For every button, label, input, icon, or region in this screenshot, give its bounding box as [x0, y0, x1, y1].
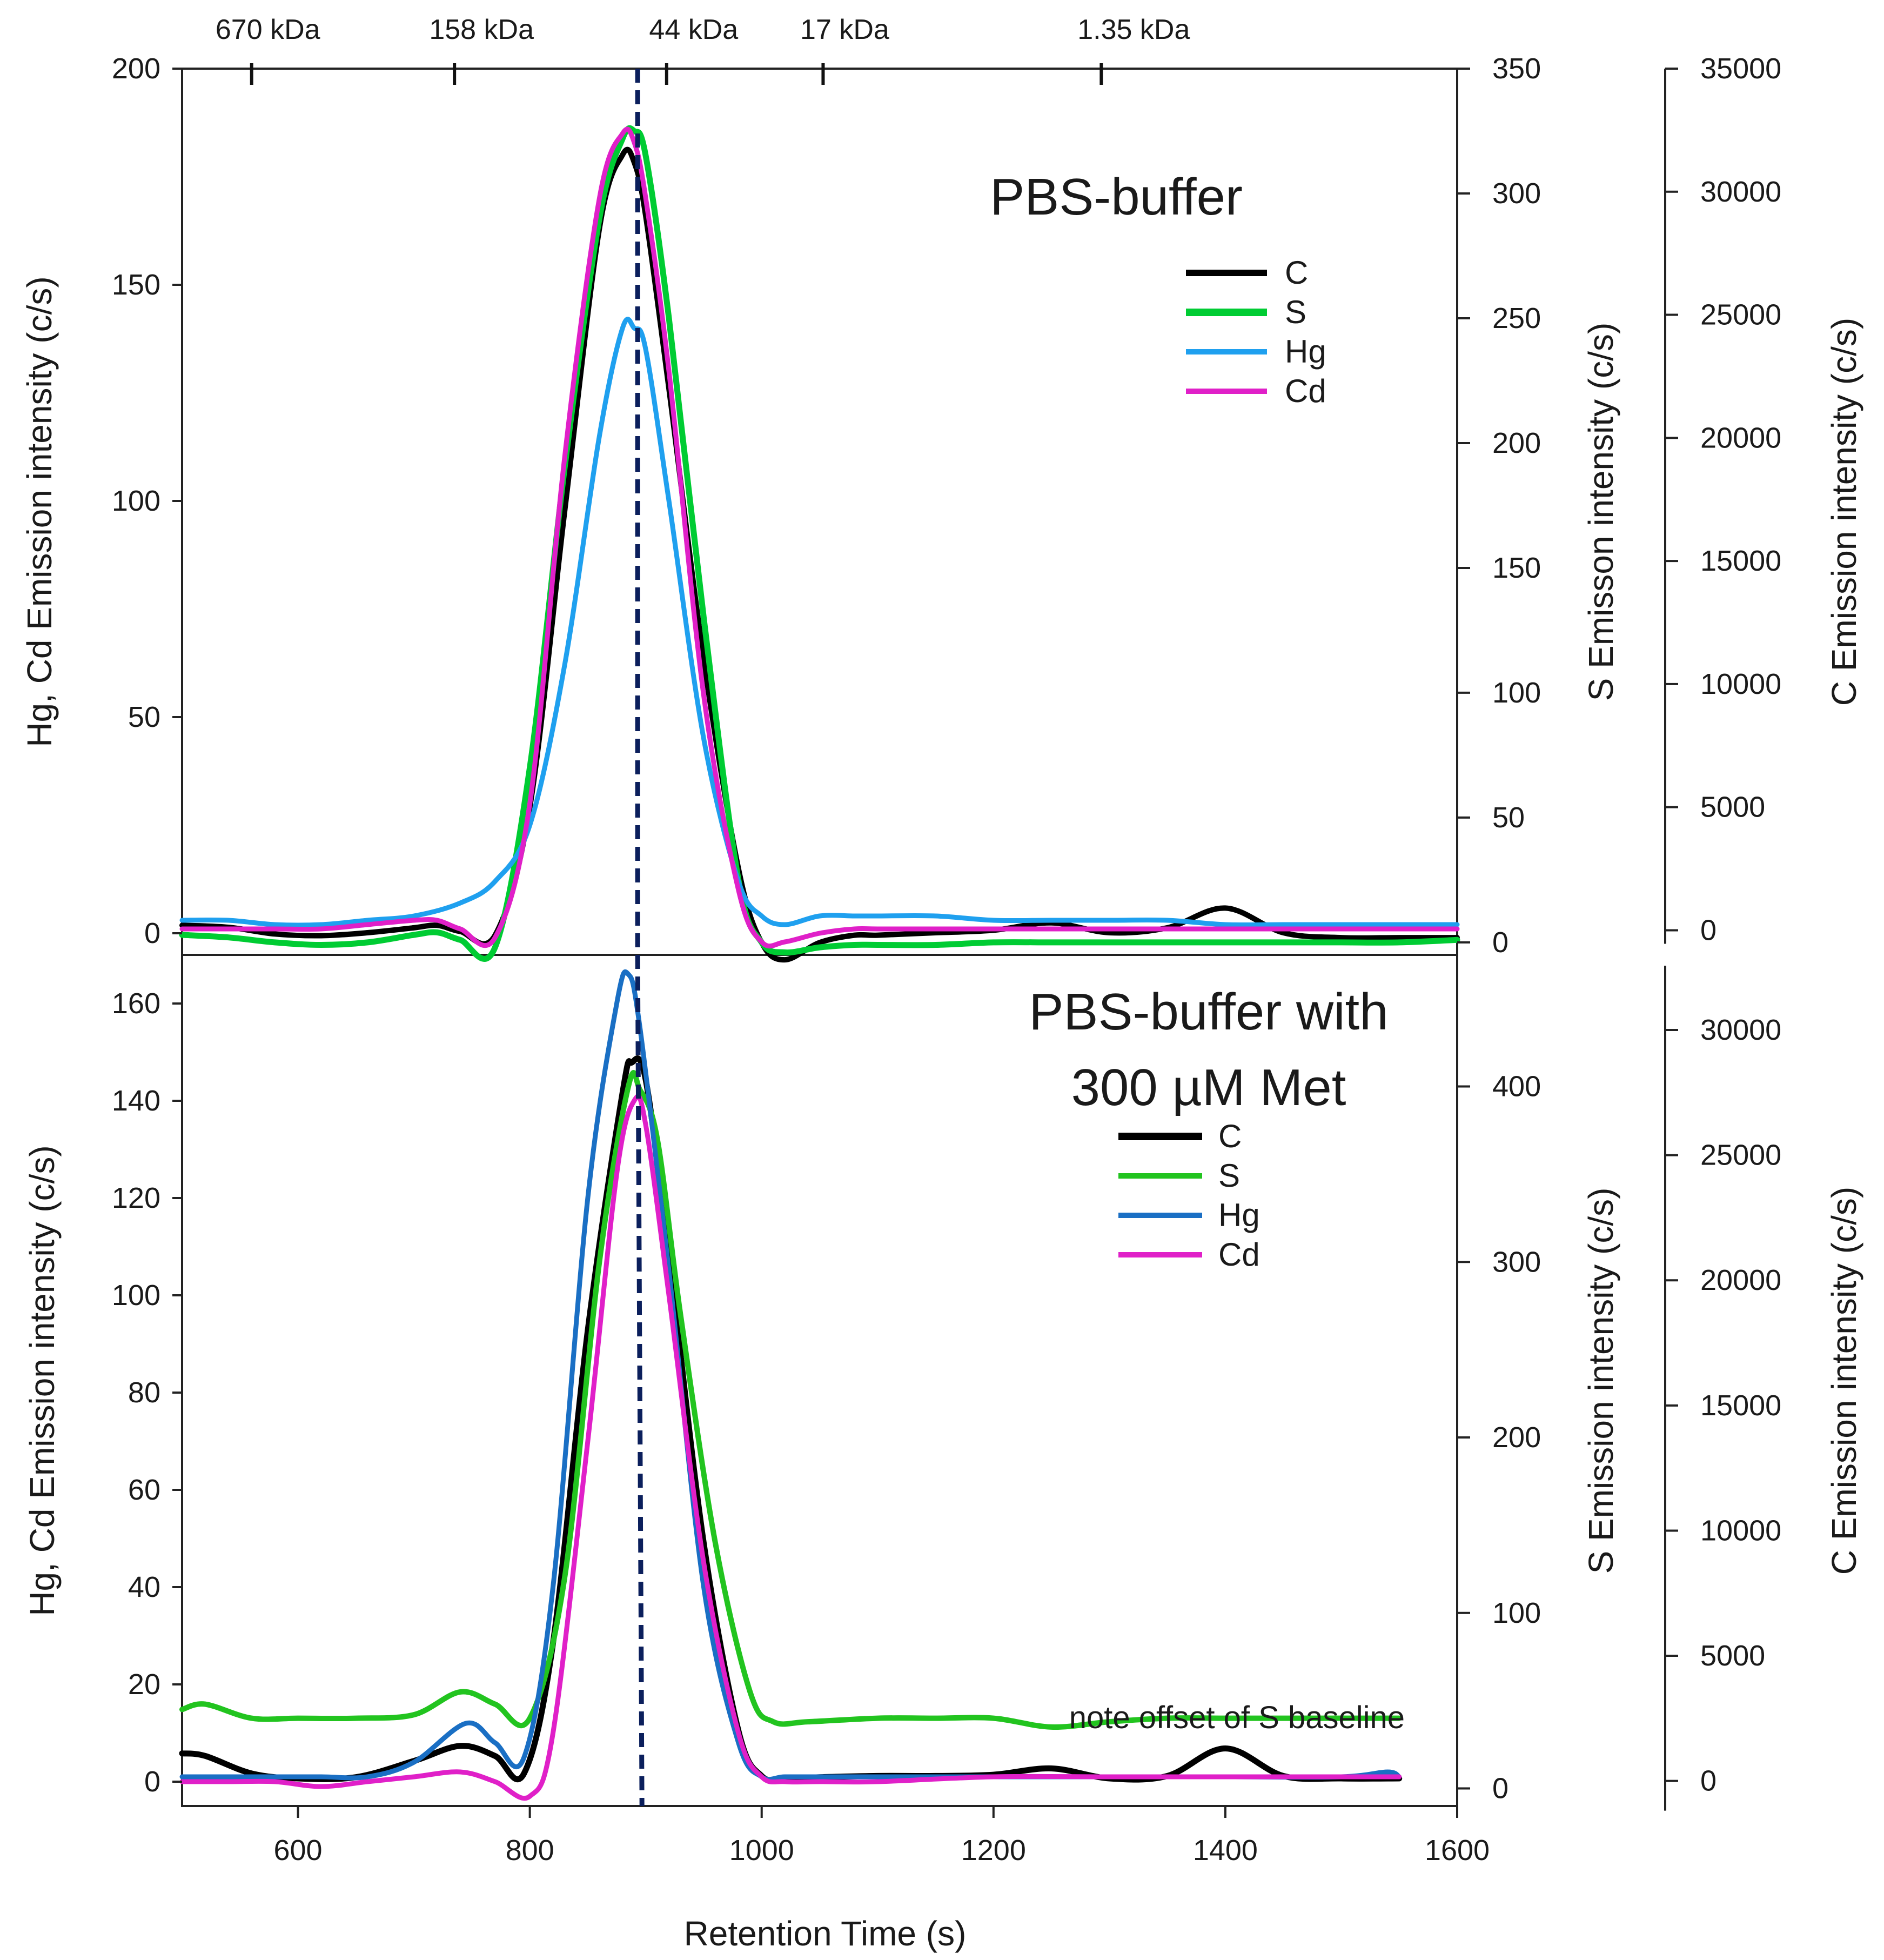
bottom-series-s-line: [179, 1069, 1402, 1730]
bottom-c-tick-label-20000: 20000: [1700, 1264, 1781, 1296]
top-c-tick-label-15000: 15000: [1700, 545, 1781, 577]
x-tick-label-1200: 1200: [961, 1834, 1026, 1867]
mw-marker-label-3: 17 kDa: [800, 14, 889, 45]
top-s-tick-label-200: 200: [1492, 427, 1541, 459]
bottom-s-tick-label-100: 100: [1492, 1597, 1541, 1629]
top-left-tick-label-100: 100: [112, 485, 160, 517]
top-left-tick-label-200: 200: [112, 52, 160, 85]
x-tick-label-1600: 1600: [1425, 1834, 1490, 1867]
top-c-tick-label-30000: 30000: [1700, 176, 1781, 208]
top-c-tick-label-10000: 10000: [1700, 668, 1781, 700]
bottom-left-tick-label-100: 100: [112, 1279, 160, 1312]
top-series-group: [179, 125, 1460, 963]
bottom-left-tick-label-20: 20: [128, 1668, 160, 1701]
top-s-axis-title: S Emisson intensity (c/s): [1581, 323, 1620, 701]
top-series-hg-line: [179, 317, 1460, 928]
bottom-c-tick-label-5000: 5000: [1700, 1640, 1765, 1672]
bottom-c-tick-label-25000: 25000: [1700, 1139, 1781, 1172]
top-c-axis-title: C Emission intensity (c/s): [1825, 318, 1863, 706]
x-tick-label-1400: 1400: [1193, 1834, 1258, 1867]
bottom-left-tick-label-60: 60: [128, 1474, 160, 1506]
bottom-legend-label-hg: Hg: [1218, 1197, 1260, 1233]
bottom-c-tick-label-15000: 15000: [1700, 1389, 1781, 1422]
bottom-s-tick-label-0: 0: [1492, 1772, 1508, 1805]
top-s-tick-label-250: 250: [1492, 302, 1541, 335]
bottom-left-axis-title: Hg, Cd Emission intensity (c/s): [23, 1145, 62, 1616]
top-c-tick-label-20000: 20000: [1700, 422, 1781, 454]
x-tick-label-1000: 1000: [729, 1834, 794, 1867]
top-legend-label-hg: Hg: [1285, 333, 1326, 370]
bottom-s-axis-title: S Emission intensity (c/s): [1581, 1188, 1620, 1574]
mw-marker-label-2: 44 kDa: [649, 14, 738, 45]
bottom-series-cd-line: [179, 1094, 1402, 1801]
bottom-legend-label-c: C: [1218, 1118, 1242, 1154]
bottom-left-tick-label-140: 140: [112, 1085, 160, 1117]
mw-marker-label-0: 670 kDa: [216, 14, 320, 45]
x-tick-label-800: 800: [506, 1834, 554, 1867]
top-panel-title: PBS-buffer: [990, 168, 1243, 226]
bottom-peak-marker-line: [635, 954, 645, 1807]
top-s-tick-label-0: 0: [1492, 926, 1508, 959]
top-s-tick-label-50: 50: [1492, 801, 1525, 834]
bottom-s-tick-label-300: 300: [1492, 1246, 1541, 1278]
bottom-s-tick-label-200: 200: [1492, 1421, 1541, 1454]
bottom-left-tick-label-40: 40: [128, 1571, 160, 1603]
bottom-panel-title-line2: 300 µM Met: [1071, 1059, 1346, 1116]
top-s-tick-label-150: 150: [1492, 552, 1541, 584]
top-legend-label-s: S: [1285, 294, 1306, 330]
bottom-c-tick-label-30000: 30000: [1700, 1014, 1781, 1046]
bottom-panel-title-line1: PBS-buffer with: [1029, 983, 1388, 1041]
top-c-tick-label-25000: 25000: [1700, 299, 1781, 331]
top-left-tick-label-0: 0: [144, 917, 160, 949]
top-c-tick-label-35000: 35000: [1700, 52, 1781, 85]
bottom-left-tick-label-80: 80: [128, 1376, 160, 1409]
top-legend-label-cd: Cd: [1285, 373, 1326, 409]
bottom-s-tick-label-400: 400: [1492, 1071, 1541, 1103]
bottom-legend-label-s: S: [1218, 1158, 1240, 1194]
bottom-left-tick-label-120: 120: [112, 1182, 160, 1214]
bottom-legend: C S Hg Cd: [1118, 1118, 1260, 1273]
top-s-tick-label-300: 300: [1492, 177, 1541, 210]
bottom-c-tick-label-10000: 10000: [1700, 1514, 1781, 1547]
top-left-tick-label-150: 150: [112, 269, 160, 301]
mw-marker-label-1: 158 kDa: [429, 14, 534, 45]
bottom-left-tick-label-0: 0: [144, 1765, 160, 1798]
x-axis-title: Retention Time (s): [684, 1914, 967, 1953]
bottom-plot-frame: [181, 954, 1458, 1807]
bottom-legend-label-cd: Cd: [1218, 1236, 1260, 1273]
top-s-tick-label-350: 350: [1492, 52, 1541, 85]
bottom-c-tick-label-0: 0: [1700, 1765, 1717, 1797]
top-series-cd-line: [179, 126, 1460, 949]
top-legend-label-c: C: [1285, 255, 1308, 291]
x-tick-label-600: 600: [273, 1834, 322, 1867]
bottom-series-group: [179, 969, 1403, 1801]
bottom-left-tick-label-160: 160: [112, 987, 160, 1020]
top-left-axis-title: Hg, Cd Emission intensity (c/s): [20, 276, 59, 747]
top-legend: C S Hg Cd: [1186, 255, 1326, 409]
top-c-tick-label-0: 0: [1700, 914, 1717, 946]
mw-marker-label-4: 1.35 kDa: [1077, 14, 1190, 45]
s-baseline-note: note offset of S baseline: [1069, 1700, 1405, 1735]
top-c-tick-label-5000: 5000: [1700, 791, 1765, 824]
bottom-c-axis-title: C Emission intensity (c/s): [1825, 1187, 1863, 1575]
top-s-tick-label-100: 100: [1492, 677, 1541, 709]
top-left-tick-label-50: 50: [128, 701, 160, 733]
top-series-s-line: [179, 125, 1460, 962]
